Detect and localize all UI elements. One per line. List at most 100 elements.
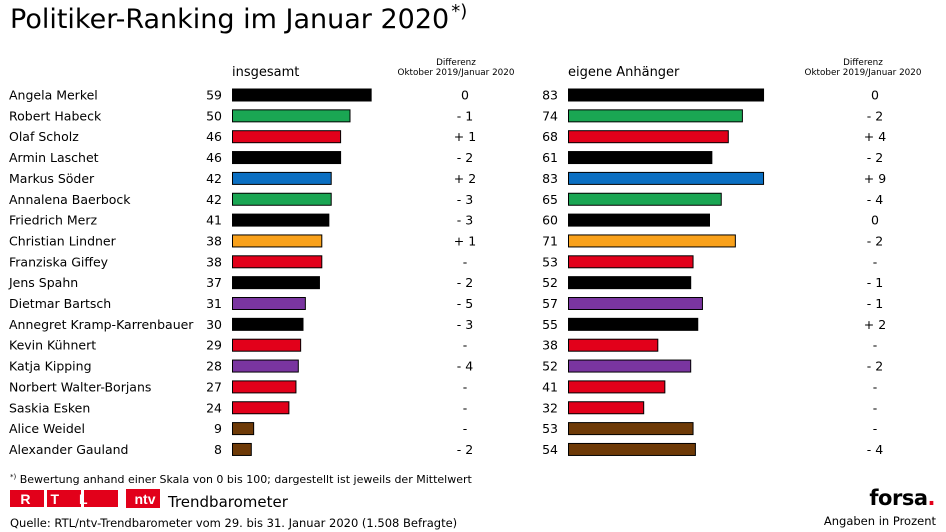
left-value-label: 37 xyxy=(206,275,222,290)
left-diff-label: - 3 xyxy=(457,317,473,332)
left-bar xyxy=(232,297,306,310)
left-diff-label: - 1 xyxy=(457,108,473,123)
politician-label: Alice Weidel xyxy=(9,421,85,436)
rtl-logo-box-r xyxy=(10,490,44,507)
politician-label: Armin Laschet xyxy=(9,150,99,165)
right-diff-label: - xyxy=(873,400,878,415)
rtl-ntv-logo: RTL ntv xyxy=(10,489,164,511)
left-series-header: insgesamt xyxy=(232,65,300,80)
left-value-label: 28 xyxy=(206,359,222,374)
left-bar xyxy=(232,276,320,290)
left-diff-label: - xyxy=(463,254,468,269)
left-diff-header-line1: Differenz xyxy=(436,58,476,68)
right-diff-header-line1: Differenz xyxy=(843,58,883,68)
left-bar xyxy=(232,234,323,248)
right-diff-label: - 4 xyxy=(867,442,883,457)
right-value-label: 74 xyxy=(542,108,558,123)
right-value-label: 55 xyxy=(542,317,558,332)
left-value-label: 27 xyxy=(206,379,222,394)
right-bar xyxy=(568,297,703,310)
source-note: Quelle: RTL/ntv-Trendbarometer vom 29. b… xyxy=(10,516,458,530)
right-diff-label: - 4 xyxy=(867,192,883,207)
footnote-text: Bewertung anhand einer Skala von 0 bis 1… xyxy=(19,473,472,486)
right-value-label: 38 xyxy=(542,338,558,353)
right-bar xyxy=(568,401,645,415)
left-bar xyxy=(232,192,332,206)
left-value-label: 42 xyxy=(206,192,222,207)
left-diff-label: - 2 xyxy=(457,150,473,165)
politician-label: Kevin Kühnert xyxy=(9,338,96,353)
right-series-header: eigene Anhänger xyxy=(568,65,680,80)
left-diff-label: 0 xyxy=(461,88,469,103)
left-diff-label: - 4 xyxy=(457,359,473,374)
right-value-label: 53 xyxy=(542,421,558,436)
right-value-label: 71 xyxy=(542,233,558,248)
politician-label: Annalena Baerbock xyxy=(9,192,131,207)
left-value-label: 59 xyxy=(206,88,222,103)
left-diff-label: - 5 xyxy=(457,296,473,311)
left-diff-label: - 2 xyxy=(457,275,473,290)
politician-label: Angela Merkel xyxy=(9,88,98,103)
left-bar xyxy=(232,130,342,144)
politician-label: Annegret Kramp-Karrenbauer xyxy=(9,317,194,332)
left-bar xyxy=(232,213,330,227)
rtl-ntv-logo-svg: RTL ntv xyxy=(10,489,164,508)
rtl-logo-box-t xyxy=(47,490,81,507)
rtl-logo-box-l xyxy=(84,490,118,507)
politician-label: Saskia Esken xyxy=(9,400,90,415)
right-diff-label: 0 xyxy=(871,213,879,228)
right-bar xyxy=(568,422,694,436)
right-bar xyxy=(568,338,659,352)
left-value-label: 38 xyxy=(206,233,222,248)
right-bar xyxy=(568,151,713,165)
left-diff-label: + 1 xyxy=(454,129,476,144)
right-value-label: 52 xyxy=(542,275,558,290)
right-diff-header: Differenz Oktober 2019/Januar 2020 xyxy=(788,58,938,78)
left-value-label: 46 xyxy=(206,150,222,165)
right-diff-label: - 2 xyxy=(867,108,883,123)
left-bar xyxy=(232,380,297,394)
left-diff-label: - xyxy=(463,421,468,436)
right-diff-label: - xyxy=(873,254,878,269)
right-bar xyxy=(568,213,710,227)
politician-label: Alexander Gauland xyxy=(9,442,128,457)
right-value-label: 41 xyxy=(542,379,558,394)
left-diff-label: - 3 xyxy=(457,192,473,207)
left-diff-label: - xyxy=(463,338,468,353)
left-diff-header: Differenz Oktober 2019/Januar 2020 xyxy=(381,58,531,78)
politician-label: Christian Lindner xyxy=(9,233,117,248)
unit-note: Angaben in Prozent xyxy=(823,514,936,528)
rtl-logo-text: RTL xyxy=(20,491,107,507)
right-value-label: 52 xyxy=(542,359,558,374)
right-value-label: 65 xyxy=(542,192,558,207)
right-bar xyxy=(568,234,736,248)
left-bar xyxy=(232,171,332,185)
left-diff-label: - 3 xyxy=(457,213,473,228)
right-value-label: 53 xyxy=(542,254,558,269)
left-bar xyxy=(232,88,372,102)
forsa-logo-text: forsa xyxy=(869,486,928,510)
right-value-label: 60 xyxy=(542,213,558,228)
right-diff-label: - 1 xyxy=(867,296,883,311)
left-value-label: 29 xyxy=(206,338,222,353)
right-diff-label: - 2 xyxy=(867,150,883,165)
right-value-label: 83 xyxy=(542,88,558,103)
right-diff-label: - xyxy=(873,421,878,436)
right-bar xyxy=(568,380,666,394)
left-bar xyxy=(232,109,351,123)
right-value-label: 54 xyxy=(542,442,558,457)
left-value-label: 30 xyxy=(206,317,222,332)
politician-label: Katja Kipping xyxy=(9,359,92,374)
politician-label: Dietmar Bartsch xyxy=(9,296,111,311)
left-value-label: 50 xyxy=(206,108,222,123)
left-value-label: 42 xyxy=(206,171,222,186)
right-bar xyxy=(568,88,765,102)
right-bar xyxy=(568,109,743,123)
title-footnote-marker: *) xyxy=(451,1,468,22)
left-bar xyxy=(232,442,252,456)
right-value-label: 61 xyxy=(542,150,558,165)
politician-label: Friedrich Merz xyxy=(9,213,98,228)
left-value-label: 41 xyxy=(206,213,222,228)
left-bar xyxy=(232,151,342,165)
